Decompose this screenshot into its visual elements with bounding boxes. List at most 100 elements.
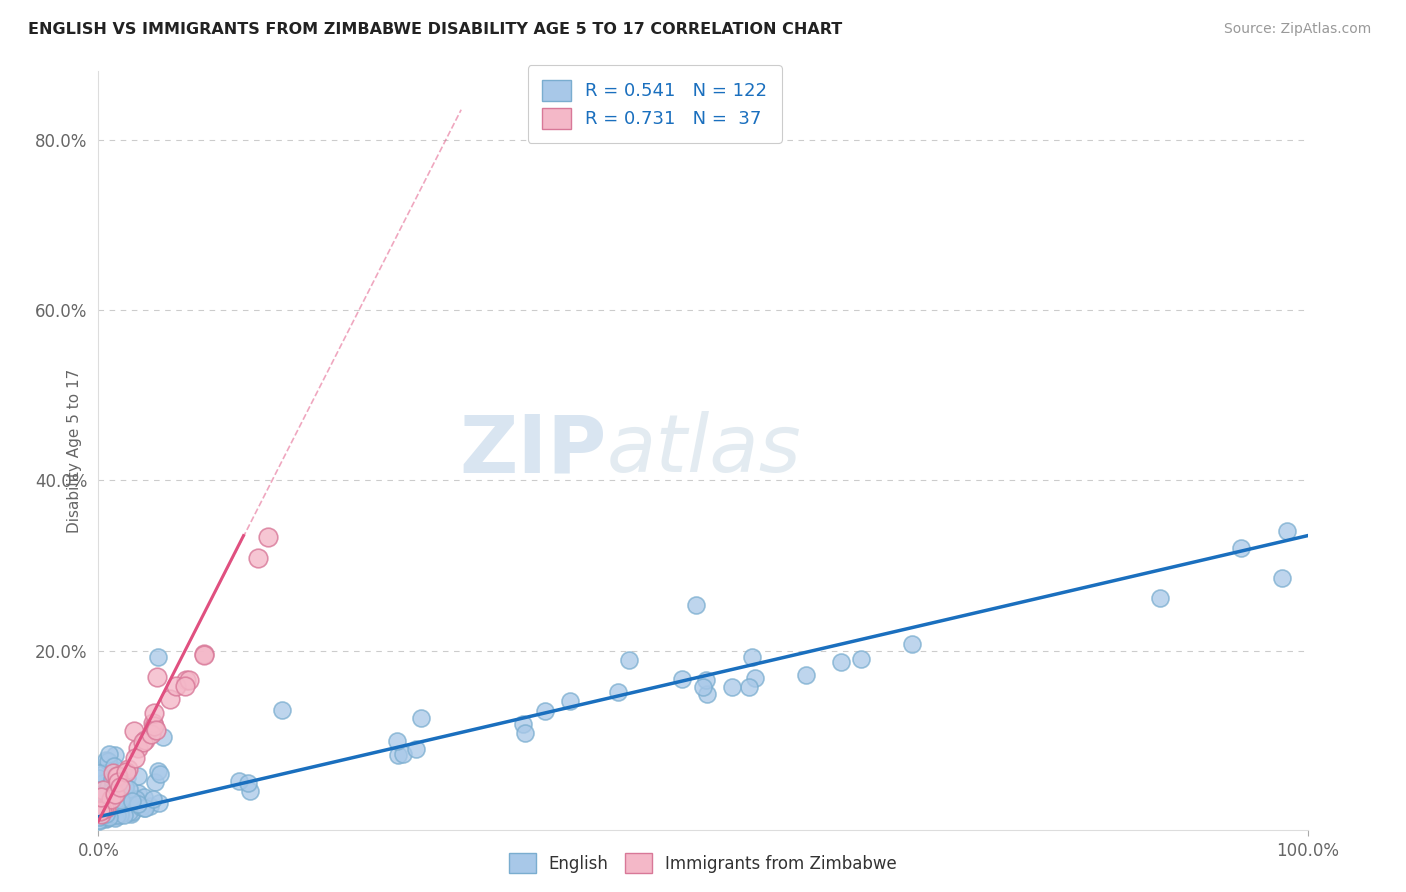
Point — [103, 788, 125, 802]
Point — [91, 782, 114, 797]
Point — [143, 719, 166, 733]
Point — [93, 802, 115, 816]
Point — [152, 730, 174, 744]
Point — [124, 751, 146, 765]
Point — [159, 691, 181, 706]
Point — [558, 694, 581, 708]
Point — [91, 797, 114, 812]
Point — [87, 805, 110, 820]
Point — [127, 769, 149, 783]
Point — [87, 766, 110, 780]
Point — [105, 766, 128, 780]
Point — [236, 775, 259, 789]
Point — [93, 765, 115, 780]
Point — [105, 782, 128, 797]
Point — [91, 789, 114, 804]
Point — [115, 765, 138, 780]
Point — [108, 774, 131, 789]
Point — [89, 797, 111, 812]
Point — [103, 809, 125, 823]
Point — [94, 812, 117, 826]
Point — [97, 754, 120, 768]
Point — [89, 797, 111, 812]
Point — [105, 808, 128, 822]
Point — [114, 780, 136, 794]
Point — [91, 776, 114, 790]
Point — [132, 801, 155, 815]
Point — [91, 808, 114, 822]
Point — [391, 747, 413, 761]
Point — [96, 800, 118, 814]
Point — [145, 723, 167, 738]
Point — [107, 775, 129, 789]
Point — [98, 805, 121, 819]
Point — [103, 808, 125, 822]
Point — [90, 787, 112, 801]
Point — [101, 778, 124, 792]
Point — [104, 787, 127, 801]
Point — [98, 809, 121, 823]
Point — [94, 806, 117, 821]
Point — [118, 782, 141, 797]
Point — [87, 800, 110, 814]
Point — [132, 789, 155, 804]
Point — [101, 806, 124, 821]
Point — [97, 747, 120, 761]
Point — [148, 796, 170, 810]
Point — [100, 792, 122, 806]
Point — [177, 673, 200, 687]
Point — [89, 804, 111, 818]
Point — [1271, 570, 1294, 584]
Point — [97, 781, 120, 796]
Point — [1275, 524, 1298, 538]
Text: ZIP: ZIP — [458, 411, 606, 490]
Point — [108, 807, 131, 822]
Point — [193, 648, 215, 663]
Point — [90, 807, 112, 822]
Point — [685, 598, 707, 612]
Point — [90, 804, 112, 818]
Text: ENGLISH VS IMMIGRANTS FROM ZIMBABWE DISABILITY AGE 5 TO 17 CORRELATION CHART: ENGLISH VS IMMIGRANTS FROM ZIMBABWE DISA… — [28, 22, 842, 37]
Point — [193, 647, 215, 661]
Point — [91, 804, 114, 818]
Point — [830, 656, 852, 670]
Point — [91, 805, 114, 820]
Point — [149, 766, 172, 780]
Point — [744, 671, 766, 685]
Point — [112, 792, 135, 806]
Point — [107, 769, 129, 783]
Point — [117, 762, 139, 776]
Point — [96, 797, 118, 812]
Point — [127, 741, 149, 756]
Point — [901, 637, 924, 651]
Legend: English, Immigrants from Zimbabwe: English, Immigrants from Zimbabwe — [501, 845, 905, 881]
Point — [124, 792, 146, 806]
Point — [145, 670, 167, 684]
Point — [127, 786, 149, 800]
Text: Source: ZipAtlas.com: Source: ZipAtlas.com — [1223, 22, 1371, 37]
Point — [695, 673, 717, 687]
Point — [103, 765, 125, 780]
Point — [146, 650, 169, 665]
Point — [239, 784, 262, 798]
Point — [512, 716, 534, 731]
Point — [387, 748, 409, 763]
Point — [120, 806, 142, 821]
Point — [174, 680, 197, 694]
Point — [91, 803, 114, 817]
Point — [101, 772, 124, 787]
Point — [121, 794, 143, 808]
Point — [134, 733, 156, 747]
Point — [139, 727, 162, 741]
Point — [104, 811, 127, 825]
Point — [134, 801, 156, 815]
Point — [93, 798, 115, 813]
Point — [104, 777, 127, 791]
Point — [105, 809, 128, 823]
Point — [103, 758, 125, 772]
Point — [228, 773, 250, 788]
Point — [108, 772, 131, 786]
Point — [127, 797, 149, 811]
Point — [96, 808, 118, 822]
Point — [114, 780, 136, 794]
